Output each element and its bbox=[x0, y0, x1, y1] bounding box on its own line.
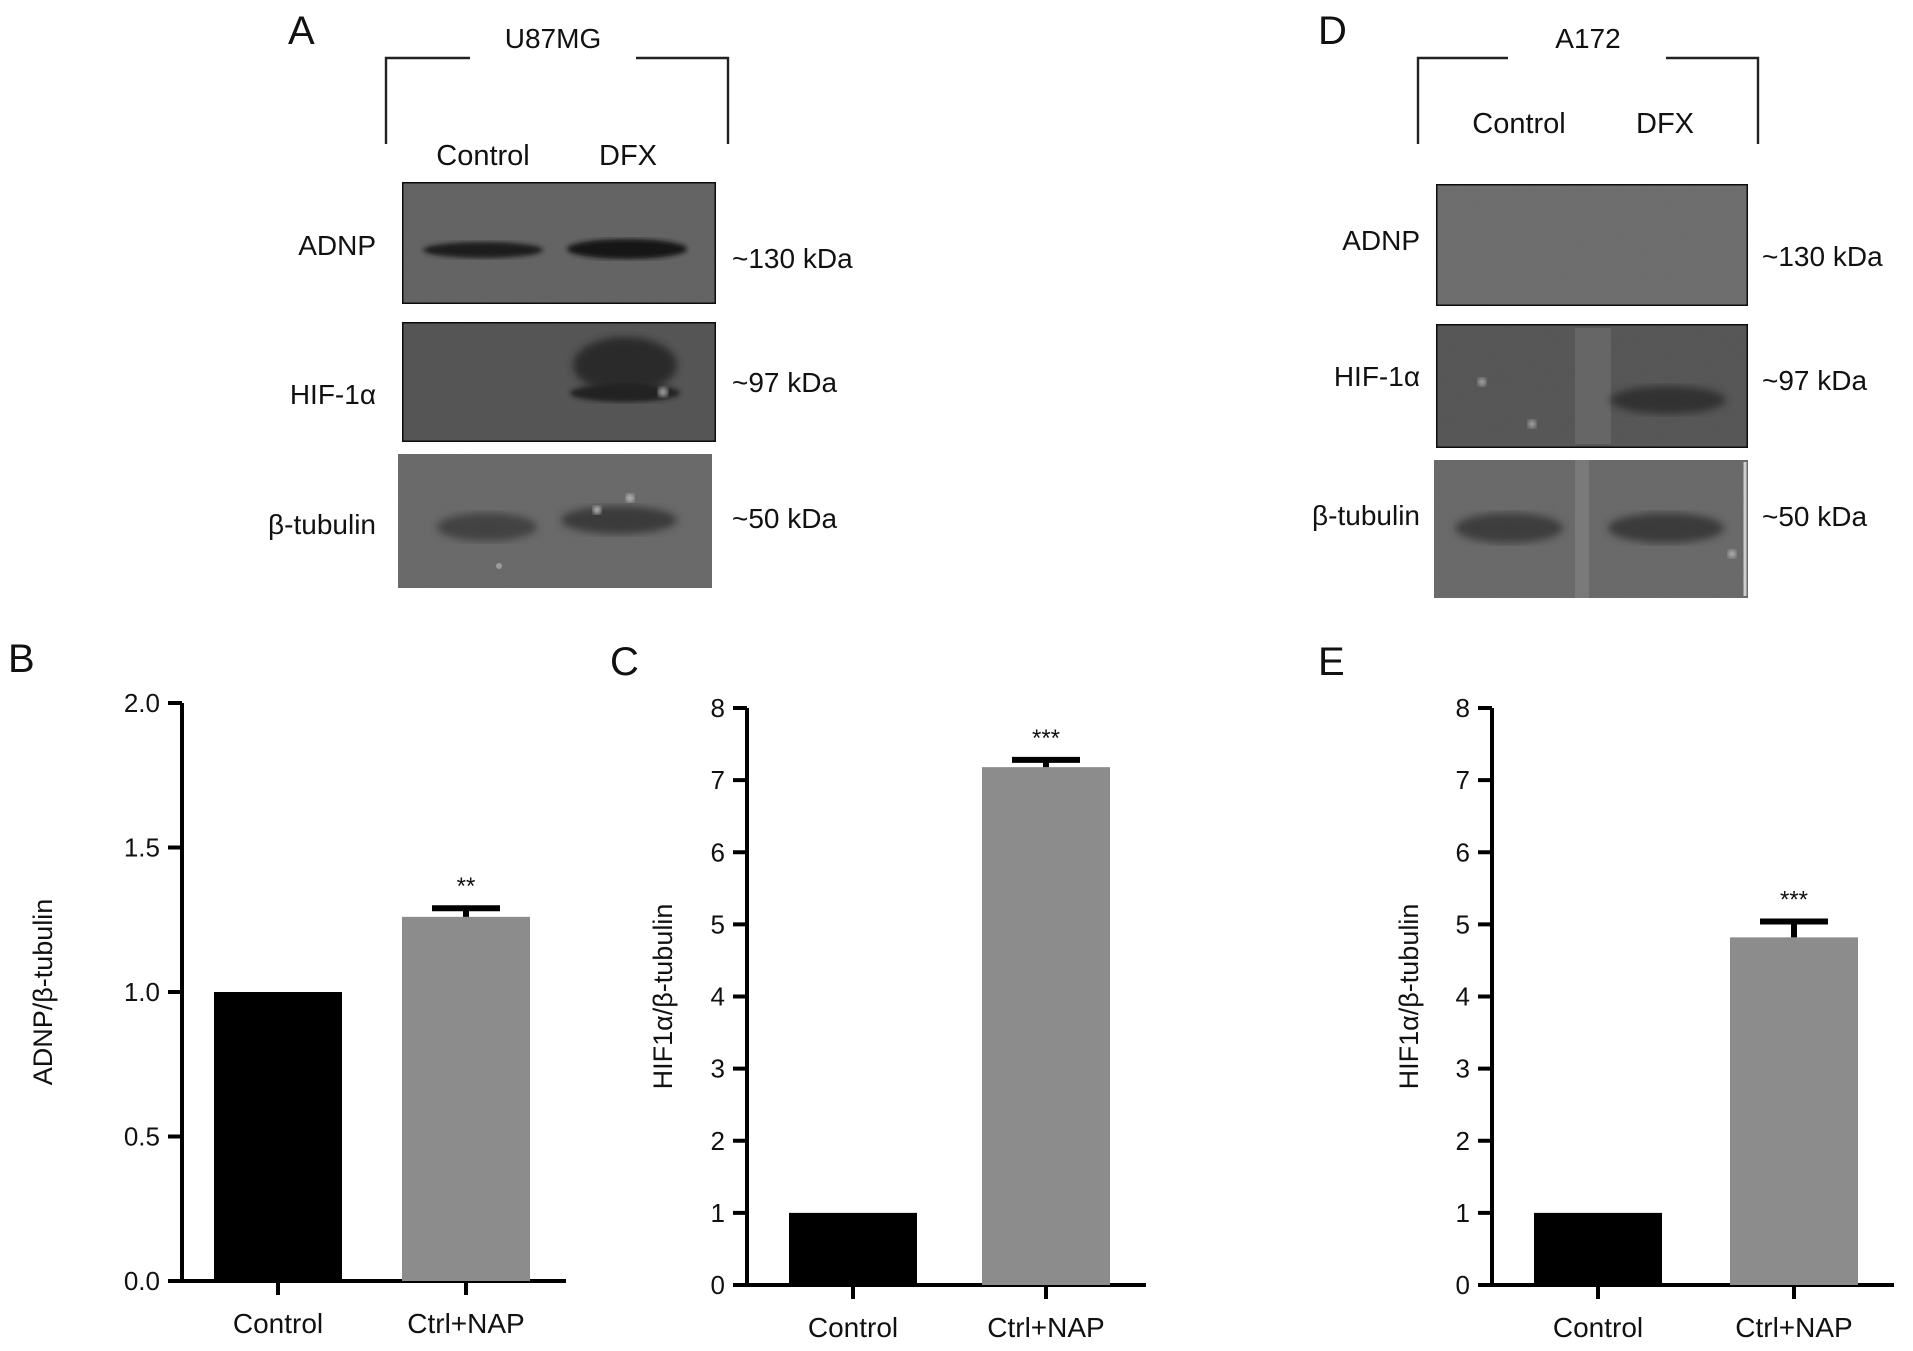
y-tick-label: 0.5 bbox=[124, 1122, 160, 1152]
panel-d-bracket-left bbox=[1416, 56, 1508, 144]
panel-a-hif1a-blot bbox=[400, 320, 718, 444]
y-tick-label: 6 bbox=[711, 837, 725, 867]
y-tick-label: 1 bbox=[1456, 1198, 1470, 1228]
x-category-label: Control bbox=[808, 1312, 898, 1343]
significance-marker: ** bbox=[457, 873, 476, 900]
y-tick-label: 0 bbox=[1456, 1270, 1470, 1300]
panel-a-beta-tubulin-blot bbox=[398, 454, 712, 588]
panel-a-label-hif1a: HIF-1α bbox=[290, 379, 376, 410]
panel-d-adnp-blot bbox=[1434, 182, 1750, 308]
y-tick-label: 2.0 bbox=[124, 688, 160, 718]
y-tick-label: 1 bbox=[711, 1198, 725, 1228]
y-tick-label: 3 bbox=[1456, 1054, 1470, 1084]
tubulin-dfx-band bbox=[561, 506, 677, 534]
adnp-control-band bbox=[423, 242, 543, 258]
tubulin-control-band bbox=[1455, 513, 1563, 543]
chart-b-adnp-u87mg: B 0.0 0.5 1.0 1.5 2.0 ADNP/β-tubulin Control Ctr… bbox=[8, 637, 566, 1339]
panel-a-kda-adnp: ~130 kDa bbox=[732, 243, 853, 274]
y-tick-label: 1.5 bbox=[124, 833, 160, 863]
panel-d-western-blot: D A172 Control DFX ADNP ~130 kDa HIF-1α … bbox=[1312, 9, 1883, 598]
hif1a-dfx-band bbox=[1610, 386, 1726, 414]
panel-a-western-blot: A U87MG Control DFX ADNP ~130 kDa HIF-1α… bbox=[268, 9, 853, 588]
panel-d-label-adnp: ADNP bbox=[1342, 225, 1420, 256]
panel-d-lane-control: Control bbox=[1472, 108, 1566, 140]
x-category-label: Control bbox=[233, 1308, 323, 1339]
y-axis-title: HIF1α/β-tubulin bbox=[648, 904, 678, 1090]
y-tick-label: 8 bbox=[1456, 693, 1470, 723]
panel-a-adnp-blot bbox=[400, 180, 718, 306]
panel-a-kda-beta-tubulin: ~50 kDa bbox=[732, 503, 837, 534]
x-category-label: Ctrl+NAP bbox=[987, 1312, 1104, 1343]
adnp-dfx-band bbox=[567, 239, 687, 259]
panel-a-letter: A bbox=[288, 9, 315, 53]
panel-c-letter: C bbox=[610, 640, 639, 684]
panel-d-letter: D bbox=[1318, 9, 1347, 53]
bar-control bbox=[789, 1212, 917, 1285]
bar-control bbox=[1534, 1212, 1662, 1285]
y-tick-label: 6 bbox=[1456, 837, 1470, 867]
y-axis-title: ADNP/β-tubulin bbox=[28, 899, 58, 1086]
significance-marker: *** bbox=[1780, 886, 1808, 913]
chart-e-hif1a-a172: E 0 1 2 3 4 5 6 7 8 HIF1α/β-tubulin Control Ctrl+NAP… bbox=[1318, 640, 1894, 1343]
panel-a-label-beta-tubulin: β-tubulin bbox=[268, 509, 376, 540]
y-tick-label: 2 bbox=[1456, 1126, 1470, 1156]
chart-c-hif1a-u87mg: C 0 1 2 3 4 5 6 7 8 HIF1α/β-tubulin Control Ctrl+NAP… bbox=[610, 640, 1146, 1343]
panel-d-cell-line: A172 bbox=[1555, 23, 1620, 54]
y-tick-label: 5 bbox=[711, 909, 725, 939]
bar-control bbox=[214, 992, 342, 1281]
y-tick-label: 0.0 bbox=[124, 1266, 160, 1296]
panel-a-label-adnp: ADNP bbox=[298, 230, 376, 261]
y-tick-label: 8 bbox=[711, 693, 725, 723]
bar-ctrl-nap bbox=[982, 767, 1110, 1285]
panel-b-letter: B bbox=[8, 637, 35, 681]
panel-d-label-hif1a: HIF-1α bbox=[1334, 361, 1420, 392]
tubulin-dfx-band bbox=[1608, 513, 1724, 543]
panel-d-label-beta-tubulin: β-tubulin bbox=[1312, 500, 1420, 531]
panel-a-cell-line: U87MG bbox=[505, 23, 601, 54]
x-category-label: Control bbox=[1553, 1312, 1643, 1343]
panel-d-kda-hif1a: ~97 kDa bbox=[1762, 365, 1867, 396]
panel-a-lane-dfx: DFX bbox=[599, 140, 657, 172]
y-tick-label: 2 bbox=[711, 1126, 725, 1156]
significance-marker: *** bbox=[1032, 725, 1060, 752]
x-category-label: Ctrl+NAP bbox=[1735, 1312, 1852, 1343]
y-axis-title: HIF1α/β-tubulin bbox=[1394, 904, 1424, 1090]
panel-a-bracket-left bbox=[384, 56, 470, 144]
y-tick-label: 3 bbox=[711, 1054, 725, 1084]
panel-a-bracket-right bbox=[636, 56, 730, 144]
y-tick-label: 1.0 bbox=[124, 977, 160, 1007]
tubulin-control-band bbox=[437, 513, 537, 541]
panel-d-hif1a-blot bbox=[1434, 322, 1750, 450]
panel-a-kda-hif1a: ~97 kDa bbox=[732, 367, 837, 398]
hif1a-dfx-band bbox=[573, 337, 677, 393]
panel-e-letter: E bbox=[1318, 640, 1345, 684]
panel-d-lane-dfx: DFX bbox=[1636, 108, 1694, 140]
y-tick-label: 5 bbox=[1456, 909, 1470, 939]
bar-ctrl-nap bbox=[402, 916, 530, 1281]
panel-d-kda-adnp: ~130 kDa bbox=[1762, 241, 1883, 272]
panel-d-bracket-right bbox=[1666, 56, 1760, 144]
y-tick-label: 7 bbox=[1456, 765, 1470, 795]
panel-a-lane-control: Control bbox=[436, 140, 530, 172]
x-category-label: Ctrl+NAP bbox=[407, 1308, 524, 1339]
panel-d-kda-beta-tubulin: ~50 kDa bbox=[1762, 501, 1867, 532]
y-tick-label: 7 bbox=[711, 765, 725, 795]
y-tick-label: 4 bbox=[1456, 982, 1470, 1012]
y-tick-label: 4 bbox=[711, 982, 725, 1012]
bar-ctrl-nap bbox=[1730, 937, 1858, 1285]
y-tick-label: 0 bbox=[711, 1270, 725, 1300]
panel-d-beta-tubulin-blot bbox=[1434, 460, 1748, 598]
